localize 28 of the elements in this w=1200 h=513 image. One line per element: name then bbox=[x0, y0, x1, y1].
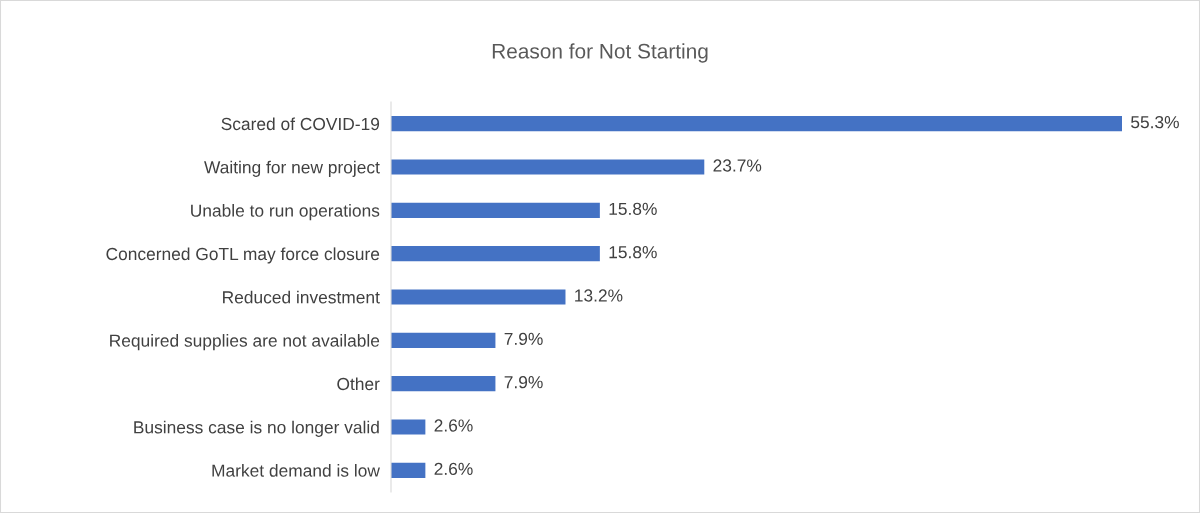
y-tick-label: Market demand is low bbox=[212, 464, 380, 477]
bar bbox=[391, 202, 600, 218]
bar bbox=[391, 289, 566, 305]
y-tick-label: Unable to run operations bbox=[191, 204, 380, 221]
y-tick-label: Concerned GoTL may force closure bbox=[106, 247, 380, 264]
bar bbox=[391, 159, 705, 175]
chart-title: Reason for Not Starting bbox=[492, 43, 708, 63]
data-label: 7.9% bbox=[504, 332, 543, 345]
bar bbox=[391, 246, 600, 262]
bar bbox=[391, 332, 496, 348]
y-tick-label: Scared of COVID-19 bbox=[221, 117, 380, 131]
y-tick-label: Required supplies are not available bbox=[110, 334, 380, 351]
data-label: 7.9% bbox=[504, 376, 543, 389]
bar bbox=[391, 116, 1122, 132]
data-label: 15.8% bbox=[609, 246, 657, 259]
bar bbox=[391, 462, 426, 478]
data-label: 13.2% bbox=[575, 289, 623, 302]
y-tick-label: Other bbox=[337, 377, 380, 391]
data-label: 15.8% bbox=[609, 202, 657, 215]
data-label: 2.6% bbox=[434, 419, 473, 432]
y-tick-label: Waiting for new project bbox=[204, 160, 380, 177]
data-label: 2.6% bbox=[434, 462, 473, 475]
y-tick-label: Business case is no longer valid bbox=[134, 420, 379, 437]
bar bbox=[391, 376, 496, 392]
bar bbox=[391, 419, 426, 435]
data-label: 23.7% bbox=[713, 159, 762, 172]
data-label: 55.3% bbox=[1131, 116, 1179, 129]
y-tick-label: Reduced investment bbox=[223, 290, 380, 304]
